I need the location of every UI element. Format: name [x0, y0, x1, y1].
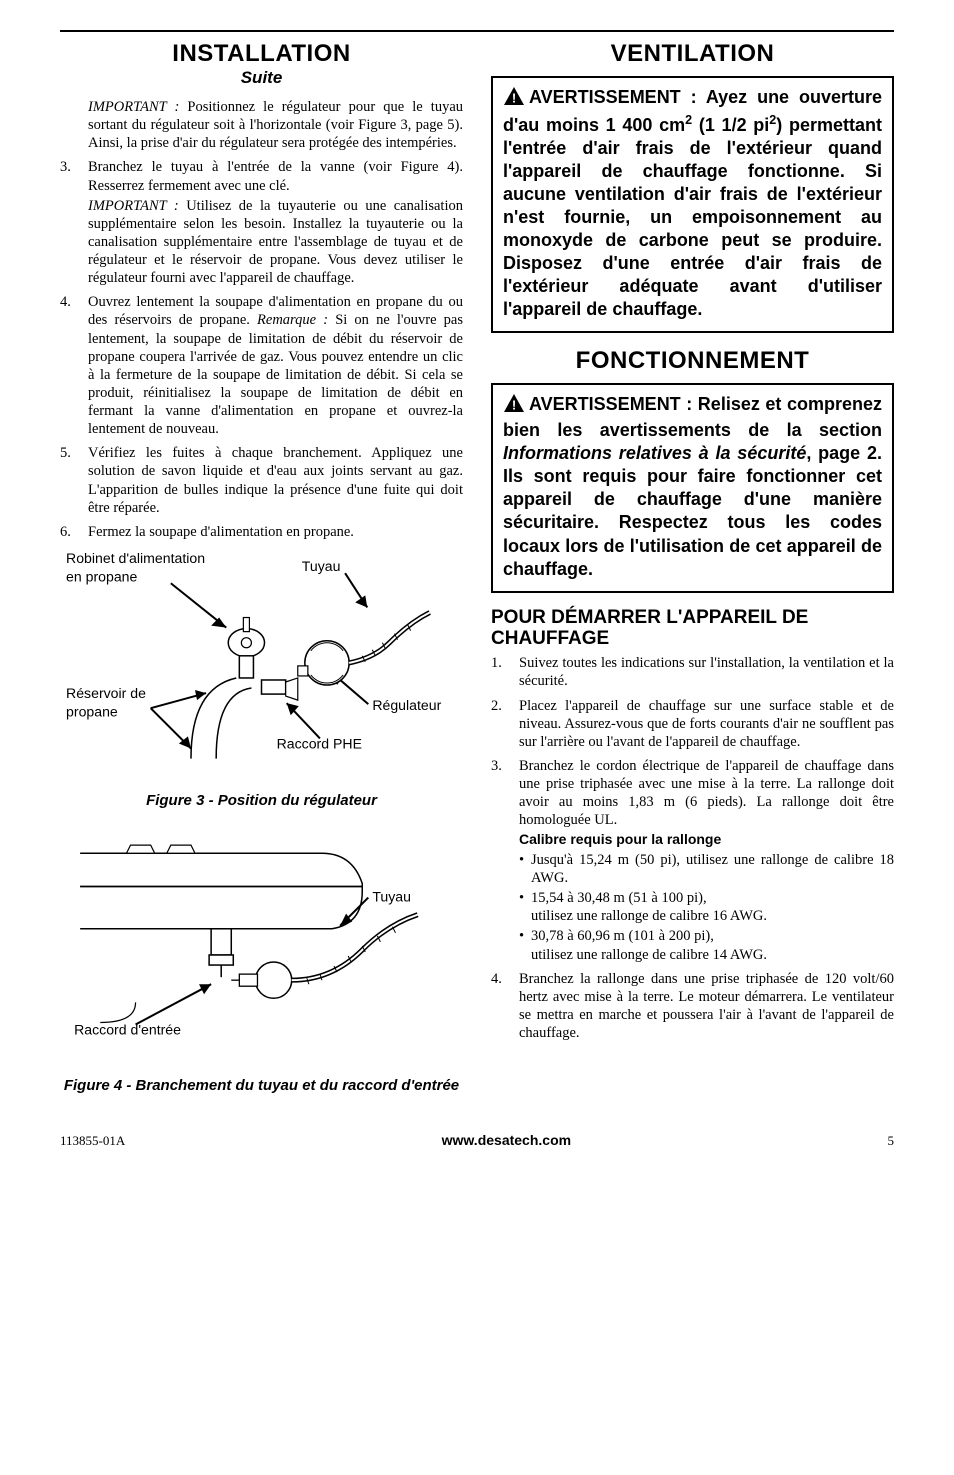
label-propane: propane	[66, 703, 118, 719]
warning2-lead: AVERTISSEMENT : Relisez et comprenez bie…	[503, 394, 882, 440]
page-footer: 113855-01A www.desatech.com 5	[60, 1132, 894, 1149]
top-rule	[60, 30, 894, 32]
figure-4: Tuyau Raccord d'entrée	[60, 823, 463, 1070]
install-step-6: 6. Fermez la soupape d'alimentation en p…	[60, 523, 463, 541]
svg-text:!: !	[512, 398, 516, 413]
step-number: 1.	[491, 654, 502, 672]
figure-3-svg: Robinet d'alimentation en propane Tuyau …	[60, 547, 463, 779]
footer-left: 113855-01A	[60, 1133, 125, 1149]
figure-4-caption: Figure 4 - Branchement du tuyau et du ra…	[60, 1077, 463, 1094]
two-column-layout: INSTALLATION Suite IMPORTANT : Positionn…	[60, 40, 894, 1108]
b2-line2: utilisez une rallonge de calibre 16 AWG.	[531, 908, 767, 924]
fonctionnement-warning-text: ! AVERTISSEMENT : Relisez et comprenez b…	[503, 393, 882, 580]
label-tuyau-fig3: Tuyau	[302, 558, 341, 574]
demarrer-step-4: 4. Branchez la rallonge dans une prise t…	[491, 970, 894, 1043]
demarrer-step-2: 2. Placez l'appareil de chauffage sur un…	[491, 697, 894, 751]
step-number: 3.	[60, 158, 71, 176]
warning1-cont: (1 1/2 pi	[692, 115, 769, 135]
step-1-text: Suivez toutes les indications sur l'inst…	[519, 655, 894, 689]
right-column: VENTILATION ! AVERTISSEMENT : Ayez une o…	[491, 40, 894, 1108]
fonctionnement-warning-box: ! AVERTISSEMENT : Relisez et comprenez b…	[491, 383, 894, 592]
warning-icon: !	[503, 86, 525, 112]
calibre-heading: Calibre requis pour la rallonge	[519, 831, 894, 849]
install-step-4: 4. Ouvrez lentement la soupape d'aliment…	[60, 293, 463, 438]
calibre-bullet-1: Jusqu'à 15,24 m (50 pi), utilisez une ra…	[519, 851, 894, 887]
b2-line1: 15,54 à 30,48 m (51 à 100 pi),	[531, 890, 707, 906]
step-6-text: Fermez la soupape d'alimentation en prop…	[88, 524, 354, 540]
label-regulateur: Régulateur	[372, 697, 441, 713]
ventilation-warning-text: ! AVERTISSEMENT : Ayez une ouverture d'a…	[503, 86, 882, 321]
left-column: INSTALLATION Suite IMPORTANT : Positionn…	[60, 40, 463, 1108]
demarrer-step-1: 1. Suivez toutes les indications sur l'i…	[491, 654, 894, 690]
label-en-propane: en propane	[66, 568, 137, 584]
figure-3-caption: Figure 3 - Position du régulateur	[60, 792, 463, 809]
footer-center-url: www.desatech.com	[442, 1132, 571, 1148]
step-number: 4.	[491, 970, 502, 988]
install-steps-list: 3. Branchez le tuyau à l'entrée de la va…	[60, 158, 463, 541]
warning1-rest: ) permettant l'entrée d'air frais de l'e…	[503, 115, 882, 319]
demarrer-steps-list: 1. Suivez toutes les indications sur l'i…	[491, 654, 894, 1042]
label-tuyau-fig4: Tuyau	[372, 888, 411, 904]
step-number: 3.	[491, 757, 502, 775]
svg-text:!: !	[512, 91, 516, 106]
b3-line2: utilisez une rallonge de calibre 14 AWG.	[531, 947, 767, 963]
footer-page-number: 5	[887, 1133, 894, 1149]
label-reservoir: Réservoir de	[66, 685, 146, 701]
step-5-text: Vérifiez les fuites à chaque branchement…	[88, 445, 463, 515]
demarrer-step-3: 3. Branchez le cordon électrique de l'ap…	[491, 757, 894, 964]
install-step-5: 5. Vérifiez les fuites à chaque branchem…	[60, 444, 463, 517]
install-step-3: 3. Branchez le tuyau à l'entrée de la va…	[60, 158, 463, 287]
label-raccord-entree: Raccord d'entrée	[74, 1021, 181, 1037]
figure-4-svg: Tuyau Raccord d'entrée	[60, 823, 463, 1065]
step-number: 5.	[60, 444, 71, 462]
step-3-text: Branchez le tuyau à l'entrée de la vanne…	[88, 159, 463, 193]
step-number: 4.	[60, 293, 71, 311]
ventilation-title: VENTILATION	[491, 40, 894, 68]
calibre-bullet-3: 30,78 à 60,96 m (101 à 200 pi), utilisez…	[519, 927, 894, 963]
step-number: 6.	[60, 523, 71, 541]
step-number: 2.	[491, 697, 502, 715]
pour-demarrer-heading: POUR DÉMARRER L'APPAREIL DE CHAUFFAGE	[491, 607, 894, 651]
figure-3: Robinet d'alimentation en propane Tuyau …	[60, 547, 463, 784]
installation-title: INSTALLATION	[60, 40, 463, 68]
installation-subtitle: Suite	[60, 68, 463, 88]
fonctionnement-title: FONCTIONNEMENT	[491, 347, 894, 375]
label-robinet: Robinet d'alimentation	[66, 550, 205, 566]
step-2-text: Placez l'appareil de chauffage sur une s…	[519, 698, 894, 750]
step-4-text: Branchez la rallonge dans une prise trip…	[519, 971, 894, 1041]
important-para-1: IMPORTANT : Positionnez le régulateur po…	[88, 98, 463, 152]
b3-line1: 30,78 à 60,96 m (101 à 200 pi),	[531, 928, 714, 944]
warning-icon: !	[503, 393, 525, 419]
calibre-bullet-2: 15,54 à 30,48 m (51 à 100 pi), utilisez …	[519, 889, 894, 925]
calibre-bullets: Jusqu'à 15,24 m (50 pi), utilisez une ra…	[519, 851, 894, 964]
step-3-text: Branchez le cordon électrique de l'appar…	[519, 758, 894, 828]
warning2-rest: , page 2. Ils sont requis pour faire fon…	[503, 443, 882, 578]
warning2-emphasis: Informations relatives à la sécurité	[503, 443, 806, 463]
step-3-important: IMPORTANT : Utilisez de la tuyauterie ou…	[88, 197, 463, 288]
ventilation-warning-box: ! AVERTISSEMENT : Ayez une ouverture d'a…	[491, 76, 894, 333]
